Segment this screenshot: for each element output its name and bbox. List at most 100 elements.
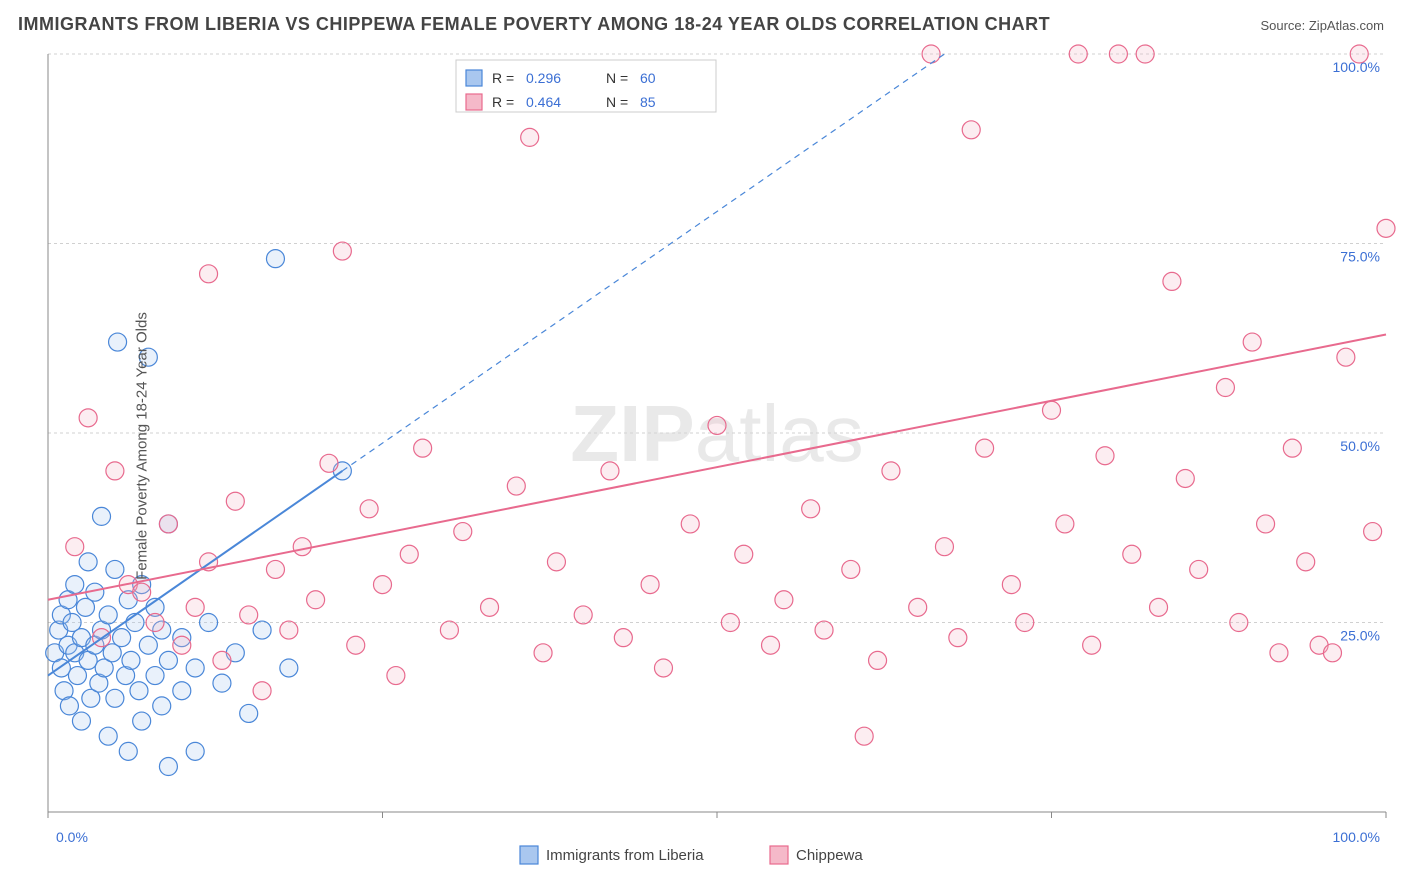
scatter-point — [387, 667, 405, 685]
scatter-point — [119, 742, 137, 760]
scatter-point — [1364, 523, 1382, 541]
scatter-point — [240, 704, 258, 722]
scatter-point — [159, 651, 177, 669]
scatter-point — [762, 636, 780, 654]
x-tick-label-right: 100.0% — [1333, 829, 1380, 845]
scatter-point — [213, 674, 231, 692]
scatter-point — [99, 606, 117, 624]
scatter-point — [802, 500, 820, 518]
scatter-point — [440, 621, 458, 639]
scatter-point — [869, 651, 887, 669]
scatter-point — [815, 621, 833, 639]
scatter-point — [146, 667, 164, 685]
scatter-point — [521, 128, 539, 146]
scatter-point — [133, 583, 151, 601]
scatter-point — [1123, 545, 1141, 563]
chart-container: IMMIGRANTS FROM LIBERIA VS CHIPPEWA FEMA… — [0, 0, 1406, 892]
scatter-point — [360, 500, 378, 518]
scatter-point — [1136, 45, 1154, 63]
scatter-point — [1323, 644, 1341, 662]
scatter-point — [949, 629, 967, 647]
scatter-point — [842, 560, 860, 578]
scatter-point — [200, 614, 218, 632]
scatter-point — [641, 576, 659, 594]
x-tick-label-left: 0.0% — [56, 829, 88, 845]
scatter-point — [99, 727, 117, 745]
scatter-point — [139, 636, 157, 654]
scatter-point — [186, 598, 204, 616]
y-tick-label: 75.0% — [1340, 249, 1380, 265]
scatter-point — [79, 409, 97, 427]
source-label: Source: ZipAtlas.com — [1260, 18, 1384, 33]
scatter-point — [240, 606, 258, 624]
scatter-point — [1016, 614, 1034, 632]
scatter-point — [106, 689, 124, 707]
scatter-point — [976, 439, 994, 457]
scatter-point — [507, 477, 525, 495]
scatter-point — [1257, 515, 1275, 533]
scatter-point — [400, 545, 418, 563]
y-tick-label: 25.0% — [1340, 628, 1380, 644]
scatter-point — [909, 598, 927, 616]
scatter-point — [1109, 45, 1127, 63]
scatter-point — [266, 250, 284, 268]
scatter-point — [1216, 379, 1234, 397]
scatter-point — [882, 462, 900, 480]
scatter-point — [333, 242, 351, 260]
scatter-point — [130, 682, 148, 700]
scatter-point — [574, 606, 592, 624]
scatter-point — [213, 651, 231, 669]
scatter-point — [93, 507, 111, 525]
scatter-point — [935, 538, 953, 556]
scatter-point — [226, 492, 244, 510]
legend-r-value: 0.464 — [526, 94, 561, 110]
scatter-point — [113, 629, 131, 647]
scatter-point — [681, 515, 699, 533]
scatter-point — [601, 462, 619, 480]
legend-n-value: 60 — [640, 70, 656, 86]
scatter-point — [1283, 439, 1301, 457]
scatter-point — [109, 333, 127, 351]
scatter-point — [1176, 469, 1194, 487]
chart-title: IMMIGRANTS FROM LIBERIA VS CHIPPEWA FEMA… — [18, 14, 1050, 35]
scatter-point — [253, 682, 271, 700]
scatter-point — [735, 545, 753, 563]
scatter-point — [1243, 333, 1261, 351]
scatter-point — [1043, 401, 1061, 419]
scatter-point — [654, 659, 672, 677]
scatter-point — [1350, 45, 1368, 63]
scatter-point — [153, 697, 171, 715]
scatter-point — [374, 576, 392, 594]
legend-series-label: Chippewa — [796, 847, 863, 864]
scatter-point — [1270, 644, 1288, 662]
legend-n-value: 85 — [640, 94, 656, 110]
scatter-point — [200, 265, 218, 283]
scatter-point — [855, 727, 873, 745]
scatter-point — [146, 614, 164, 632]
scatter-point — [320, 454, 338, 472]
legend-r-value: 0.296 — [526, 70, 561, 86]
trend-line — [48, 334, 1386, 599]
scatter-point — [280, 659, 298, 677]
y-tick-label: 50.0% — [1340, 438, 1380, 454]
scatter-point — [186, 742, 204, 760]
scatter-point — [1069, 45, 1087, 63]
scatter-point — [72, 712, 90, 730]
scatter-point — [1056, 515, 1074, 533]
scatter-point — [106, 462, 124, 480]
scatter-point — [775, 591, 793, 609]
scatter-point — [66, 538, 84, 556]
legend-n-label: N = — [606, 70, 628, 86]
scatter-point — [1377, 219, 1395, 237]
scatter-point — [708, 416, 726, 434]
scatter-point — [1083, 636, 1101, 654]
scatter-point — [1163, 272, 1181, 290]
scatter-point — [1337, 348, 1355, 366]
scatter-point — [293, 538, 311, 556]
legend-r-label: R = — [492, 70, 514, 86]
legend-swatch — [770, 846, 788, 864]
scatter-point — [79, 553, 97, 571]
scatter-point — [159, 515, 177, 533]
scatter-point — [173, 682, 191, 700]
scatter-point — [280, 621, 298, 639]
